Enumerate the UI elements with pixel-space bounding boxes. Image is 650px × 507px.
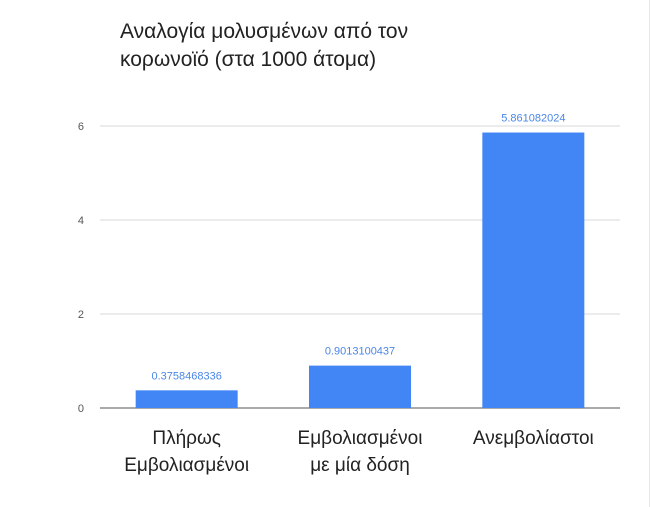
y-tick-label: 4 xyxy=(78,215,84,227)
y-tick-label: 6 xyxy=(78,121,84,133)
bar-2 xyxy=(309,365,411,408)
x-category-label: με μία δόση xyxy=(310,455,410,476)
y-tick-label: 0 xyxy=(78,403,84,415)
chart-title: Αναλογία μολυσμένων από τον κορωνοϊό (στ… xyxy=(120,20,409,71)
x-category-label: Εμβολιασμένοι xyxy=(124,455,249,476)
bar-1 xyxy=(135,390,238,408)
x-category-label: Πλήρως xyxy=(152,428,221,449)
y-tick-label: 2 xyxy=(78,309,84,321)
x-category-label: Ανεμβολίαστοι xyxy=(473,428,594,449)
data-label-2: 0.9013100437 xyxy=(325,346,395,358)
data-label-3: 5.861082024 xyxy=(501,113,565,125)
data-label-1: 0.3758468336 xyxy=(151,370,221,382)
x-category-label: Εμβολιασμένοι xyxy=(298,428,423,449)
bar-3 xyxy=(482,132,585,408)
